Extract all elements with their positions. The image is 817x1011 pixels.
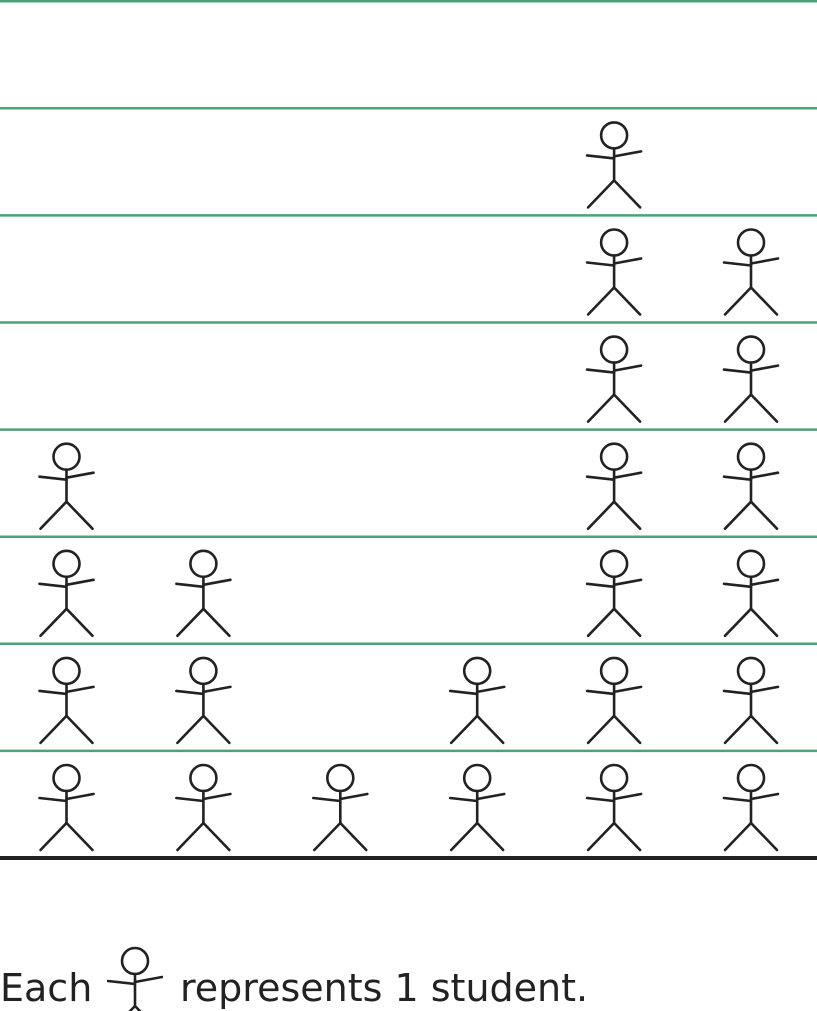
student-stick-figure-icon (585, 228, 643, 316)
legend: Each represents 1 student. (0, 938, 817, 1011)
student-stick-figure-icon (38, 549, 95, 638)
stick-figure-icon (107, 946, 163, 1011)
student-stick-figure-icon (448, 763, 506, 852)
figures (38, 121, 780, 852)
student-stick-figure-icon (175, 549, 232, 638)
student-stick-figure-icon (585, 763, 643, 852)
student-stick-figure-icon (38, 656, 95, 745)
pictograph-column (175, 549, 232, 852)
student-stick-figure-icon (448, 656, 506, 745)
pictograph-column (38, 442, 95, 852)
legend-suffix-text: represents 1 student. (180, 966, 589, 1010)
student-stick-figure-icon (722, 549, 780, 638)
legend-stick-figure-icon (107, 946, 163, 1011)
student-stick-figure-icon (722, 656, 780, 745)
student-stick-figure-icon (311, 763, 369, 852)
student-stick-figure-icon (585, 549, 643, 638)
pictograph-column (722, 228, 780, 852)
student-stick-figure-icon (722, 442, 780, 531)
student-stick-figure-icon (175, 763, 232, 852)
student-stick-figure-icon (175, 656, 232, 745)
student-stick-figure-icon (722, 763, 780, 852)
student-stick-figure-icon (585, 335, 643, 423)
pictograph-column (448, 656, 506, 852)
student-stick-figure-icon (38, 763, 95, 852)
legend-prefix-text: Each (0, 966, 93, 1010)
student-stick-figure-icon (585, 121, 643, 209)
student-stick-figure-icon (38, 442, 95, 531)
gridlines (0, 0, 817, 753)
student-stick-figure-icon (722, 228, 780, 316)
student-stick-figure-icon (585, 656, 643, 745)
pictograph-column (585, 121, 643, 852)
student-stick-figure-icon (722, 335, 780, 423)
pictograph-column (311, 763, 369, 852)
student-stick-figure-icon (585, 442, 643, 531)
